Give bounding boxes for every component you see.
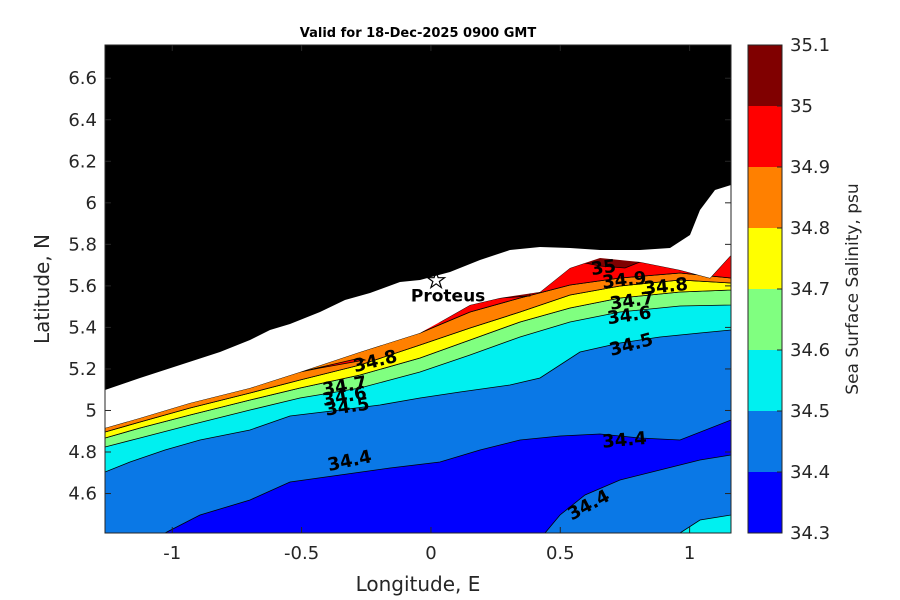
band-34.5-34.6-se — [679, 514, 731, 533]
contour-labels: 34.434.434.434.534.534.634.634.734.734.8… — [321, 256, 689, 525]
y-tick-label: 5 — [86, 400, 97, 421]
x-tick-label: -1 — [163, 543, 181, 564]
x-tick-label: 1 — [684, 543, 695, 564]
salinity-bands — [105, 254, 731, 533]
contour-label: 35 — [590, 256, 618, 280]
colorbar-tick-label: 34.4 — [790, 462, 830, 483]
x-axis-label: Longitude, E — [356, 572, 481, 596]
colorbar-tick-label: 34.5 — [790, 401, 830, 422]
colorbar-segment — [748, 228, 782, 289]
y-tick-label: 6.2 — [68, 151, 97, 172]
axes-frame — [104, 44, 732, 534]
band-34.9-35-west — [299, 357, 367, 373]
y-axis-label: Latitude, N — [30, 234, 54, 344]
colorbar-tick-label: 34.3 — [790, 523, 830, 544]
colorbar-segment — [748, 289, 782, 350]
colorbar-segment — [748, 167, 782, 228]
colorbar-segment — [748, 350, 782, 411]
no-data-coastal-strip — [105, 185, 731, 428]
colorbar-tick-label: 34.6 — [790, 340, 830, 361]
colorbar-tick-label: 34.9 — [790, 157, 830, 178]
station-label: Proteus — [411, 287, 485, 307]
x-tick-label: 0.5 — [546, 543, 575, 564]
colorbar-segment — [748, 45, 782, 106]
y-axis-ticks: 4.6 4.8 5 5.2 5.4 5.6 5.8 6 6.2 6.4 6.6 — [68, 68, 731, 505]
station-marker: ★ Proteus — [411, 267, 485, 307]
y-tick-label: 4.6 — [68, 484, 97, 505]
contour-label: 34.4 — [601, 428, 647, 453]
star-icon: ★ — [426, 268, 446, 293]
y-tick-label: 5.8 — [68, 234, 97, 255]
colorbar-label: Sea Surface Salinity, psu — [843, 183, 863, 394]
colorbar-tick-label: 35 — [790, 96, 813, 117]
colorbar-tick-label: 34.8 — [790, 218, 830, 239]
x-tick-label: 0 — [425, 543, 436, 564]
y-tick-label: 5.6 — [68, 276, 97, 297]
y-tick-label: 5.2 — [68, 359, 97, 380]
land-mass — [105, 45, 731, 390]
y-tick-label: 6 — [86, 193, 97, 214]
x-tick-label: -0.5 — [284, 543, 319, 564]
colorbar-tick-label: 34.7 — [790, 279, 830, 300]
colorbar-tick-label: 35.1 — [790, 35, 830, 56]
colorbar-segment — [748, 106, 782, 167]
colorbar: 34.3 34.4 34.5 34.6 34.7 34.8 34.9 35 35.1 — [747, 35, 830, 544]
y-tick-label: 5.4 — [68, 317, 97, 338]
y-tick-label: 6.4 — [68, 110, 97, 131]
contour-label: 34.9 — [601, 268, 647, 294]
colorbar-segment — [748, 411, 782, 472]
contour-label: 34.8 — [643, 274, 689, 300]
band-34.3-34.4 — [164, 419, 731, 533]
map-title: Valid for 18-Dec-2025 0900 GMT — [300, 26, 537, 41]
plot-area — [105, 45, 731, 533]
y-tick-label: 6.6 — [68, 68, 97, 89]
colorbar-segment — [748, 472, 782, 533]
y-tick-label: 4.8 — [68, 442, 97, 463]
x-axis-ticks: -1 -0.5 0 0.5 1 — [163, 45, 695, 564]
